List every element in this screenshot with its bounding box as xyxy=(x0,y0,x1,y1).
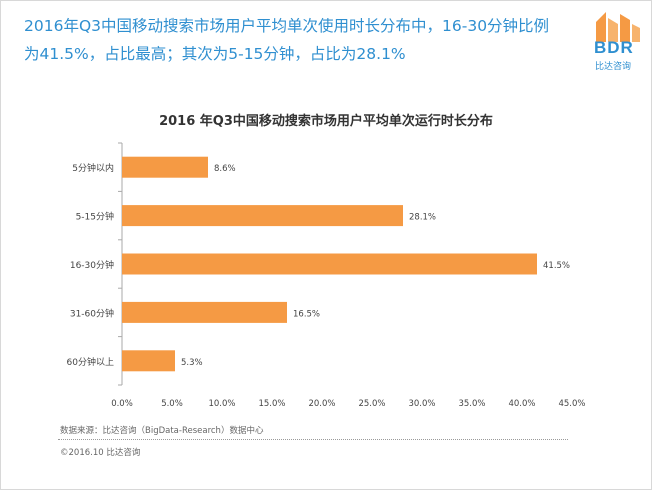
copyright-note: ©2016.10 比达咨询 xyxy=(60,448,141,458)
x-tick-label: 10.0% xyxy=(208,399,235,409)
x-tick-label: 30.0% xyxy=(408,399,435,409)
category-label: 5分钟以内 xyxy=(72,162,114,174)
bar xyxy=(122,156,208,178)
bar xyxy=(122,350,175,372)
category-label: 60分钟以上 xyxy=(67,356,114,368)
x-tick-label: 0.0% xyxy=(111,399,133,409)
logo-text: BDR xyxy=(594,38,634,57)
value-label: 28.1% xyxy=(409,213,436,223)
x-tick-label: 25.0% xyxy=(358,399,385,409)
logo-subtext: 比达咨询 xyxy=(595,62,632,72)
bar xyxy=(122,301,287,323)
logo-buildings-icon xyxy=(596,12,640,42)
x-tick-label: 5.0% xyxy=(161,399,183,409)
x-tick-label: 20.0% xyxy=(308,399,335,409)
value-label: 5.3% xyxy=(181,358,203,368)
value-label: 41.5% xyxy=(543,261,570,271)
category-label: 31-60分钟 xyxy=(70,307,114,319)
x-tick-label: 15.0% xyxy=(258,399,285,409)
value-label: 8.6% xyxy=(214,164,236,174)
category-label: 5-15分钟 xyxy=(76,211,114,223)
chart-title: 2016 年Q3中国移动搜索市场用户平均单次运行时长分布 xyxy=(159,114,493,129)
bar xyxy=(122,253,537,275)
x-tick-label: 45.0% xyxy=(558,399,585,409)
bar xyxy=(122,205,403,227)
x-tick-label: 40.0% xyxy=(508,399,535,409)
data-source-note: 数据来源：比达咨询（BigData-Research）数据中心 xyxy=(60,426,264,436)
headline-text: 2016年Q3中国移动搜索市场用户平均单次使用时长分布中，16-30分钟比例为4… xyxy=(24,17,550,63)
x-tick-label: 35.0% xyxy=(458,399,485,409)
value-label: 16.5% xyxy=(293,309,320,319)
bdr-logo: BDR 比达咨询 xyxy=(592,10,644,72)
footer-divider xyxy=(58,439,568,440)
category-label: 16-30分钟 xyxy=(70,259,114,271)
